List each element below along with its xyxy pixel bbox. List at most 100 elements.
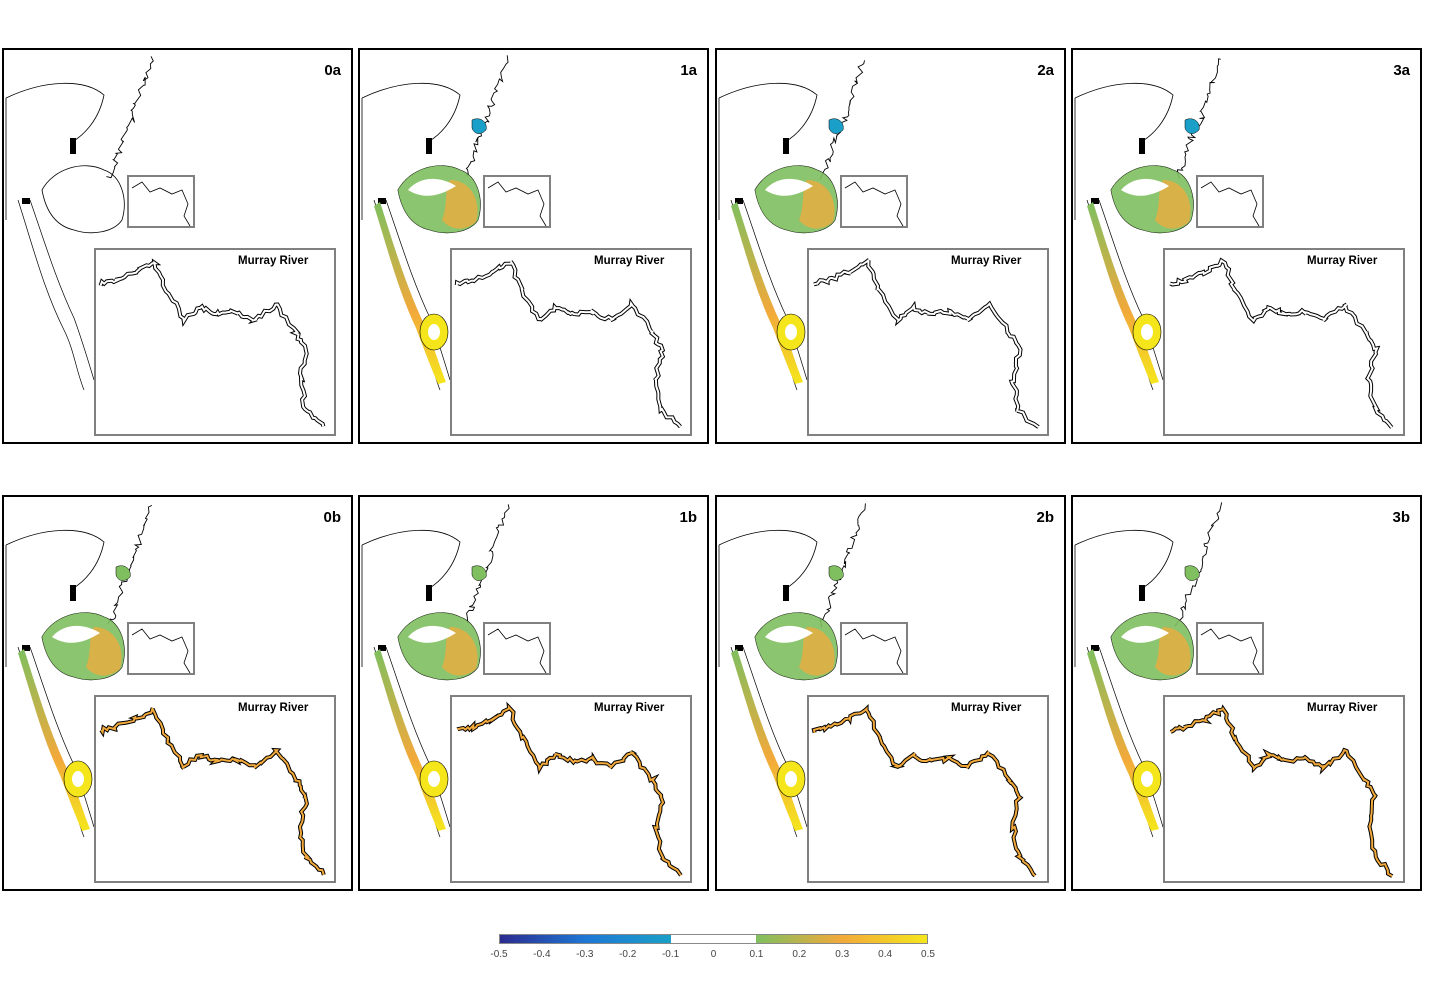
- coastline: [361, 82, 461, 143]
- inset-canvas: [98, 258, 326, 427]
- upper-river: [819, 60, 865, 180]
- barrage-mark: [70, 585, 76, 601]
- colorbar-tick-label: 0.4: [878, 949, 893, 960]
- inset-river-fill: [1170, 706, 1393, 878]
- barrage-mark: [426, 585, 432, 601]
- map-panel-3b: 3b Murray River: [1071, 495, 1422, 891]
- inset-map: Murray River: [94, 695, 336, 883]
- map-canvas: [361, 504, 551, 838]
- inset-label: Murray River: [1307, 255, 1378, 267]
- south-lagoon-island: [72, 771, 84, 787]
- coorong-outline: [17, 199, 95, 391]
- inset-label: Murray River: [594, 702, 665, 714]
- lake-white-patch: [765, 178, 813, 196]
- upper-river: [1174, 502, 1223, 627]
- inset-river-outline: [456, 701, 683, 877]
- locator-river: [131, 628, 191, 674]
- lake-orange: [442, 180, 478, 229]
- coastline: [1074, 529, 1174, 590]
- lake-orange: [442, 627, 478, 676]
- inset-river-fill: [455, 260, 682, 428]
- coastline: [1074, 82, 1174, 143]
- inset-locator-box: [1196, 175, 1264, 228]
- map-panel-1a: 1a Murray River: [358, 48, 709, 444]
- lake-fill: [1111, 165, 1194, 233]
- inset-map: Murray River: [1163, 695, 1405, 883]
- inset-canvas: [456, 701, 683, 877]
- inset-label: Murray River: [238, 702, 309, 714]
- inset-canvas: [1169, 704, 1394, 878]
- map-canvas: [1074, 502, 1264, 838]
- inset-locator-box: [127, 622, 195, 675]
- lake-orange: [86, 627, 122, 676]
- colorbar: [499, 934, 928, 944]
- lake-white-patch: [52, 625, 100, 643]
- inset-river-fill: [99, 260, 325, 427]
- colorbar-tick-label: -0.3: [576, 949, 594, 960]
- inset-river-fill: [813, 259, 1040, 428]
- inset-canvas: [99, 707, 326, 876]
- panel-label: 0b: [323, 509, 341, 526]
- inset-canvas: [454, 260, 682, 429]
- upper-river: [819, 503, 866, 628]
- barrage-mark: [426, 138, 432, 154]
- lake-fill: [398, 612, 481, 680]
- upper-patch: [1184, 118, 1200, 134]
- map-canvas: [718, 503, 908, 838]
- coastline: [5, 82, 105, 143]
- coastline: [718, 82, 818, 143]
- inset-locator-box: [127, 175, 195, 228]
- lake-fill: [398, 165, 481, 233]
- colorbar-tick-label: -0.2: [619, 949, 637, 960]
- inset-river-fill: [456, 704, 682, 876]
- map-canvas: [718, 60, 908, 391]
- inset-river-outline: [1169, 704, 1394, 878]
- lake-white-patch: [765, 625, 813, 643]
- south-lagoon-island: [1141, 771, 1153, 787]
- inset-canvas: [1169, 257, 1394, 429]
- upper-patch: [1184, 565, 1200, 581]
- upper-river: [106, 56, 154, 179]
- mouth-mark: [1091, 645, 1099, 651]
- map-panel-2b: 2b Murray River: [715, 495, 1066, 891]
- inset-map: Murray River: [807, 695, 1049, 883]
- panel-label: 1a: [680, 62, 697, 79]
- map-canvas: [361, 55, 551, 391]
- south-lagoon-island: [1141, 324, 1153, 340]
- lake-fill: [755, 612, 838, 680]
- colorbar-tick-label: -0.5: [490, 949, 508, 960]
- map-panel-2a: 2a Murray River: [715, 48, 1066, 444]
- colorbar-tick-label: -0.1: [661, 949, 680, 960]
- upper-patch: [828, 118, 844, 134]
- map-panel-0a: 0a Murray River: [2, 48, 353, 444]
- coastline: [718, 529, 818, 590]
- panel-label: 2b: [1036, 509, 1054, 526]
- map-panel-0b: 0b Murray River: [2, 495, 353, 891]
- locator-river: [1200, 181, 1260, 227]
- colorbar-tick-label: 0.2: [792, 949, 807, 960]
- upper-patch: [471, 118, 487, 134]
- mouth-mark: [378, 645, 386, 651]
- panel-label: 1b: [679, 509, 697, 526]
- inset-river-outline: [99, 707, 326, 876]
- upper-patch: [828, 565, 844, 581]
- south-lagoon-island: [785, 324, 797, 340]
- map-panel-1b: 1b Murray River: [358, 495, 709, 891]
- inset-label: Murray River: [238, 255, 309, 267]
- inset-map: Murray River: [94, 248, 336, 436]
- map-canvas: [5, 504, 195, 838]
- map-panel-3a: 3a Murray River: [1071, 48, 1422, 444]
- inset-canvas: [811, 703, 1037, 878]
- lake-white-patch: [408, 178, 456, 196]
- lake-fill: [755, 165, 838, 233]
- inset-label: Murray River: [951, 255, 1022, 267]
- inset-river-outline: [811, 703, 1037, 878]
- colorbar-tick-label: 0.5: [921, 949, 935, 960]
- inset-river-fill: [100, 707, 325, 876]
- inset-river-outline: [98, 258, 326, 427]
- lake-orange: [1155, 180, 1191, 229]
- upper-patch: [471, 565, 487, 581]
- south-lagoon-island: [428, 324, 440, 340]
- mouth-mark: [1091, 198, 1099, 204]
- panel-label: 0a: [324, 62, 341, 79]
